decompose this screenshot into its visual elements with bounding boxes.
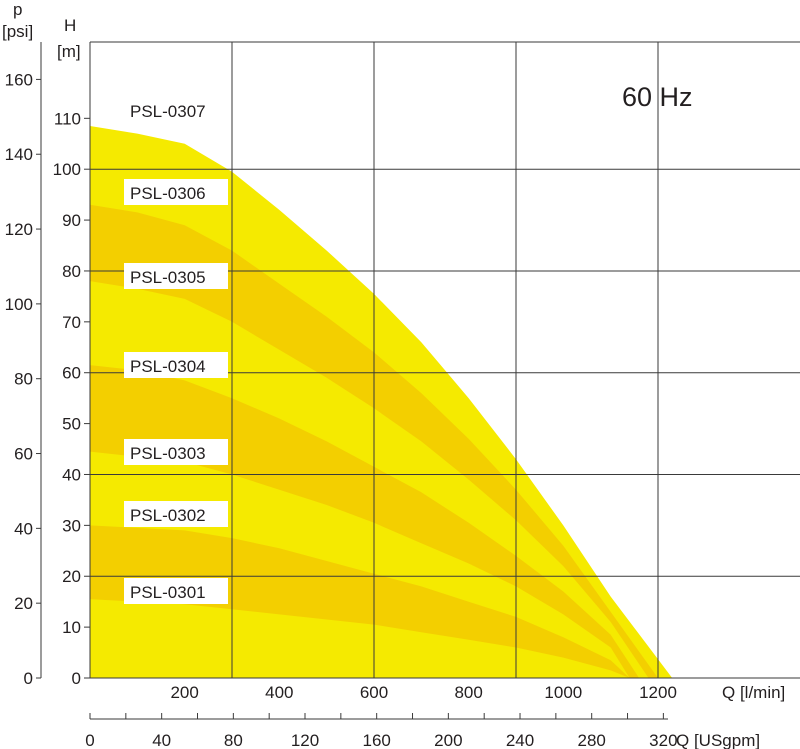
head-axis-label: H [64, 16, 76, 35]
head-tick-label: 40 [62, 465, 81, 484]
curve-labels: PSL-0307 PSL-0306 PSL-0305 PSL-0304 PSL-0303… [124, 97, 228, 604]
pressure-tick-label: 80 [14, 370, 33, 389]
flow-axis-label: Q [l/min] [722, 683, 785, 702]
usgpm-tick-label: 120 [291, 731, 319, 749]
pressure-axis-unit: [psi] [2, 22, 33, 41]
flow-tick-label: 800 [454, 683, 482, 702]
curve-label-box [124, 439, 228, 465]
head-tick-label: 10 [62, 618, 81, 637]
flow-tick-label: 600 [360, 683, 388, 702]
pressure-tick-label: 60 [14, 445, 33, 464]
pressure-tick-label: 0 [24, 669, 33, 688]
curve-label-box [124, 578, 228, 604]
curve-label: PSL-0302 [130, 506, 206, 525]
head-tick-label: 110 [54, 109, 81, 128]
flow-tick-label: 200 [170, 683, 198, 702]
pressure-tick-label: 100 [5, 295, 33, 314]
head-tick-label: 80 [62, 262, 81, 281]
usgpm-tick-label: 280 [578, 731, 606, 749]
curve-label-box [124, 263, 228, 289]
usgpm-tick-label: 40 [152, 731, 171, 749]
flow-tick-label: 400 [265, 683, 293, 702]
head-tick-label: 100 [53, 160, 81, 179]
curve-label: PSL-0301 [130, 583, 206, 602]
head-tick-label: 20 [62, 567, 81, 586]
curve-label: PSL-0306 [130, 184, 206, 203]
usgpm-tick-label: 0 [85, 731, 94, 749]
curve-label: PSL-0305 [130, 268, 206, 287]
head-tick-label: 90 [62, 211, 81, 230]
usgpm-tick-label: 160 [362, 731, 390, 749]
usgpm-tick-label: 80 [224, 731, 243, 749]
curve-label: PSL-0304 [130, 357, 206, 376]
frequency-label: 60 Hz [622, 82, 693, 112]
pressure-axis-label: p [13, 0, 22, 19]
curve-label: PSL-0303 [130, 444, 206, 463]
head-tick-label: 70 [62, 313, 81, 332]
pressure-tick-label: 160 [5, 70, 33, 89]
head-tick-label: 60 [62, 364, 81, 383]
usgpm-tick-label: 320 [649, 731, 677, 749]
pressure-tick-label: 120 [5, 220, 33, 239]
usgpm-tick-label: 240 [506, 731, 534, 749]
curve-label-box [124, 352, 228, 378]
head-tick-label: 0 [72, 669, 81, 688]
flow-tick-label: 1000 [544, 683, 582, 702]
head-axis-unit: [m] [57, 42, 81, 61]
curve-band-psl-0301 [90, 599, 630, 678]
pressure-tick-label: 20 [14, 594, 33, 613]
flow-usgpm-axis-label: Q [USgpm] [676, 731, 760, 749]
axes: 0 20 40 60 80 100 120 140 160 0 10 20 30 40 50 60 70 80 90… [5, 42, 800, 749]
pressure-tick-label: 140 [5, 145, 33, 164]
head-tick-label: 50 [62, 415, 81, 434]
curve-label-box [124, 501, 228, 527]
curve-label-box [124, 179, 228, 205]
head-tick-label: 30 [62, 516, 81, 535]
pressure-tick-label: 40 [14, 519, 33, 538]
flow-tick-label: 1200 [639, 683, 677, 702]
curve-label: PSL-0307 [130, 102, 206, 121]
usgpm-tick-label: 200 [434, 731, 462, 749]
curve-label-box [124, 97, 228, 123]
